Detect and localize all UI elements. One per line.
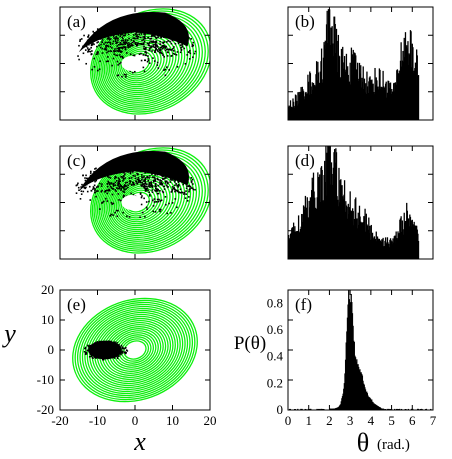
panel-d	[288, 146, 420, 259]
panel-a-ticks	[60, 7, 210, 120]
panel-e-xtick-label: -10	[89, 413, 106, 428]
panel-e-xtick-label: 0	[132, 413, 139, 428]
panel-f	[289, 290, 432, 410]
panel-c-label: (c)	[67, 151, 86, 170]
panel-f-ylabel: P(θ)	[234, 333, 266, 354]
panel-b-ticks	[288, 7, 433, 120]
panel-f-label: (f)	[295, 295, 312, 314]
panel-c-center-hole	[121, 195, 141, 210]
panel-f-xtick-label: 2	[326, 413, 333, 428]
panel-d-ticks	[288, 146, 433, 259]
panel-e-ytick-label: -10	[37, 372, 54, 387]
panel-e-ytick-label: 10	[41, 312, 54, 327]
panel-f-ytick-label: 0.4	[267, 349, 284, 364]
panel-b-label: (b)	[295, 12, 315, 31]
panel-c	[75, 147, 210, 254]
panel-e-xtick-label: -20	[51, 413, 68, 428]
panel-e-xlabel: x	[133, 427, 146, 456]
panel-d-label: (d)	[295, 151, 315, 170]
panel-c-green-trajectory	[90, 147, 210, 254]
panel-e-green-trajectory	[72, 297, 198, 403]
panel-f-xtick-label: 5	[388, 413, 395, 428]
panel-f-ytick-label: 0.8	[267, 295, 283, 310]
panel-e-label: (e)	[67, 295, 86, 314]
panel-f-xtick-label: 0	[285, 413, 292, 428]
panel-a	[77, 8, 210, 115]
panel-b-histogram	[288, 9, 420, 120]
panel-f-xtick-label: 4	[368, 413, 375, 428]
panel-f-ytick-label: 0.2	[267, 375, 283, 390]
panel-f-histogram	[289, 290, 432, 410]
panel-e-black-points	[83, 340, 129, 361]
panel-f-xtick-label: 3	[347, 413, 354, 428]
panel-e-ticks	[60, 290, 210, 410]
panel-a-black-points	[77, 12, 197, 78]
panel-a-center-hole	[121, 56, 141, 71]
panel-e-xtick-label: 10	[166, 413, 179, 428]
panel-b	[288, 9, 420, 120]
panel-f-xlabel-unit: (rad.)	[377, 437, 410, 453]
panel-e-ytick-label: 20	[41, 282, 54, 297]
panel-f-ytick-label: 0	[277, 402, 284, 417]
panel-c-black-points	[75, 151, 196, 219]
panel-e-xtick-label: 20	[204, 413, 217, 428]
panel-a-label: (a)	[67, 12, 86, 31]
panel-f-ticks	[288, 290, 433, 410]
panel-f-xlabel-symbol: θ	[357, 428, 369, 457]
panel-f-ytick-label: 0.6	[267, 322, 284, 337]
panel-d-histogram	[288, 146, 420, 259]
panel-f-xtick-label: 6	[409, 413, 416, 428]
panel-e	[72, 297, 198, 403]
panel-c-ticks	[60, 146, 210, 259]
panel-e-ytick-label: -20	[37, 402, 54, 417]
panel-f-xtick-label: 7	[430, 413, 437, 428]
panel-f-xtick-label: 1	[305, 413, 312, 428]
panel-e-ylabel: y	[1, 319, 16, 348]
panel-e-ytick-label: 0	[48, 342, 55, 357]
